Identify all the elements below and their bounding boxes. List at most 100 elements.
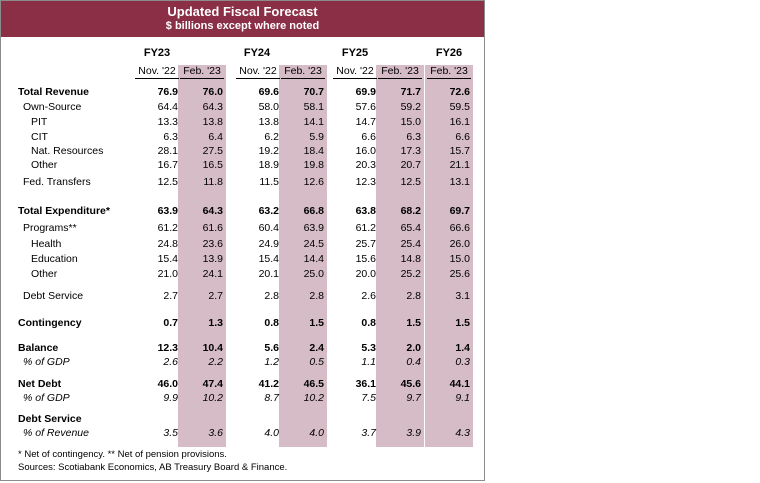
row-label: Net Debt	[18, 378, 62, 390]
cell-value: 20.1	[258, 268, 279, 280]
forecast-date-header: Nov. '22	[239, 65, 277, 77]
table-row: Other 21.0 24.1 20.1 25.0 20.0 25.2 25.6	[1, 267, 484, 282]
cell-value: 2.7	[208, 290, 223, 302]
cell-value: 24.5	[303, 238, 324, 250]
cell-value: 5.9	[309, 131, 324, 143]
cell-value: 0.5	[309, 356, 324, 368]
cell-value: 58.0	[258, 101, 279, 113]
cell-value: 2.8	[264, 290, 279, 302]
cell-value: 15.4	[157, 253, 178, 265]
cell-value: 10.4	[202, 342, 223, 354]
cell-value: 14.8	[400, 253, 421, 265]
table-row: Health 24.8 23.6 24.9 24.5 25.7 25.4 26.0	[1, 237, 484, 252]
cell-value: 6.3	[406, 131, 421, 143]
cell-value: 13.3	[157, 116, 178, 128]
cell-value: 2.2	[208, 356, 223, 368]
cell-value: 6.6	[361, 131, 376, 143]
shaded-column	[178, 65, 226, 447]
table-row: Other 16.7 16.5 18.9 19.8 20.3 20.7 21.1	[1, 158, 484, 173]
cell-value: 58.1	[303, 101, 324, 113]
cell-value: 10.2	[202, 392, 223, 404]
table-row: Debt Service 2.7 2.7 2.8 2.8 2.6 2.8 3.1	[1, 289, 484, 304]
header-underline	[281, 78, 325, 79]
table-row: % of GDP 9.9 10.2 8.7 10.2 7.5 9.7 9.1	[1, 391, 484, 406]
cell-value: 9.1	[455, 392, 470, 404]
row-label: Nat. Resources	[31, 145, 104, 157]
row-label: Contingency	[18, 317, 82, 329]
forecast-date-header: Feb. '23	[381, 65, 419, 77]
cell-value: 7.5	[361, 392, 376, 404]
cell-value: 11.5	[259, 176, 279, 188]
cell-value: 2.8	[309, 290, 324, 302]
cell-value: 70.7	[303, 86, 324, 98]
cell-value: 2.8	[406, 290, 421, 302]
cell-value: 1.5	[309, 317, 324, 329]
cell-value: 61.6	[202, 222, 223, 234]
row-label: Debt Service	[23, 290, 84, 302]
header-underline	[236, 78, 280, 79]
cell-value: 69.7	[449, 205, 470, 217]
cell-value: 0.8	[361, 317, 376, 329]
cell-value: 0.3	[455, 356, 470, 368]
cell-value: 41.2	[258, 378, 279, 390]
table-row: Nat. Resources 28.1 27.5 19.2 18.4 16.0 17.3 15…	[1, 144, 484, 159]
cell-value: 25.6	[449, 268, 470, 280]
cell-value: 25.4	[400, 238, 421, 250]
cell-value: 25.7	[355, 238, 376, 250]
cell-value: 25.2	[400, 268, 421, 280]
cell-value: 21.0	[157, 268, 178, 280]
cell-value: 36.1	[355, 378, 376, 390]
row-label: Programs**	[23, 222, 77, 234]
cell-value: 64.3	[202, 205, 223, 217]
cell-value: 8.7	[264, 392, 279, 404]
cell-value: 15.4	[258, 253, 279, 265]
cell-value: 6.6	[455, 131, 470, 143]
cell-value: 13.8	[202, 116, 223, 128]
cell-value: 26.0	[449, 238, 470, 250]
cell-value: 3.6	[208, 427, 223, 439]
cell-value: 60.4	[258, 222, 279, 234]
row-label: % of GDP	[23, 392, 70, 404]
cell-value: 1.2	[264, 356, 279, 368]
cell-value: 45.6	[400, 378, 421, 390]
forecast-date-header: Nov. '22	[336, 65, 374, 77]
table-row: CIT 6.3 6.4 6.2 5.9 6.6 6.3 6.6	[1, 130, 484, 145]
cell-value: 14.1	[303, 116, 324, 128]
cell-value: 5.3	[361, 342, 376, 354]
cell-value: 13.8	[258, 116, 279, 128]
cell-value: 63.8	[355, 205, 376, 217]
cell-value: 9.9	[163, 392, 178, 404]
cell-value: 15.0	[400, 116, 421, 128]
cell-value: 13.9	[202, 253, 223, 265]
cell-value: 12.6	[303, 176, 324, 188]
title-banner: Updated Fiscal Forecast $ billions excep…	[1, 1, 484, 37]
row-label: Total Revenue	[18, 86, 89, 98]
cell-value: 66.6	[449, 222, 470, 234]
footnote-notes: * Net of contingency. ** Net of pension …	[18, 449, 227, 460]
table-row: Fed. Transfers 12.5 11.8 11.5 12.6 12.3 12.5 13…	[1, 175, 484, 190]
cell-value: 2.6	[361, 290, 376, 302]
cell-value: 15.7	[449, 145, 470, 157]
cell-value: 2.4	[309, 342, 324, 354]
row-label: PIT	[31, 116, 48, 128]
cell-value: 4.3	[455, 427, 470, 439]
cell-value: 12.5	[157, 176, 178, 188]
cell-value: 2.7	[163, 290, 178, 302]
cell-value: 24.8	[157, 238, 178, 250]
fiscal-year-header: FY25	[341, 47, 369, 59]
cell-value: 3.7	[361, 427, 376, 439]
cell-value: 64.4	[157, 101, 178, 113]
cell-value: 12.3	[355, 176, 376, 188]
cell-value: 61.2	[157, 222, 178, 234]
cell-value: 21.1	[449, 159, 470, 171]
cell-value: 18.4	[303, 145, 324, 157]
cell-value: 3.9	[406, 427, 421, 439]
cell-value: 76.0	[202, 86, 223, 98]
cell-value: 24.9	[258, 238, 279, 250]
header-underline	[180, 78, 224, 79]
cell-value: 13.1	[449, 176, 470, 188]
cell-value: 1.5	[406, 317, 421, 329]
row-label: Own-Source	[23, 101, 82, 113]
row-label: Other	[31, 159, 58, 171]
header-underline	[427, 78, 471, 79]
